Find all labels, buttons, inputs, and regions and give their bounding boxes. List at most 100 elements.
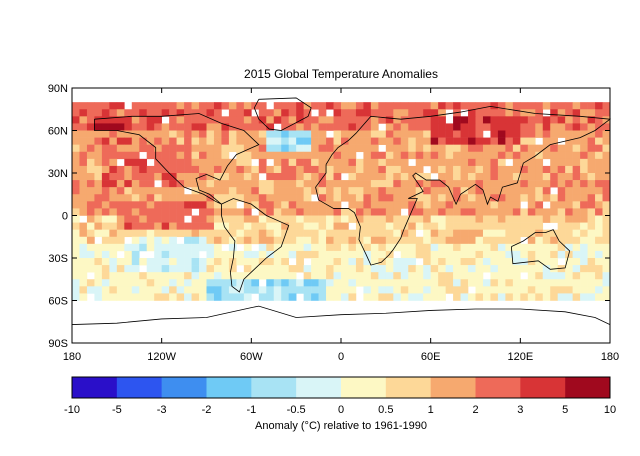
anomaly-cell bbox=[94, 130, 103, 138]
anomaly-cell bbox=[512, 229, 521, 238]
anomaly-cell bbox=[72, 201, 80, 209]
anomaly-cell bbox=[490, 116, 499, 124]
anomaly-cell bbox=[400, 130, 409, 138]
anomaly-cell bbox=[565, 229, 573, 238]
anomaly-cell bbox=[400, 201, 409, 209]
anomaly-cell bbox=[109, 272, 118, 280]
anomaly-cell bbox=[363, 229, 372, 238]
anomaly-cell bbox=[101, 208, 110, 216]
anomaly-cell bbox=[116, 272, 125, 280]
anomaly-cell bbox=[213, 243, 222, 252]
anomaly-cell bbox=[468, 293, 476, 301]
anomaly-cell bbox=[273, 215, 282, 223]
anomaly-cell bbox=[348, 250, 357, 259]
anomaly-cell bbox=[206, 258, 215, 266]
anomaly-cell bbox=[482, 144, 491, 153]
anomaly-cell bbox=[236, 187, 245, 195]
anomaly-cell bbox=[184, 180, 192, 188]
anomaly-cell bbox=[370, 286, 379, 294]
anomaly-cell bbox=[79, 123, 88, 131]
anomaly-cell bbox=[400, 144, 409, 153]
anomaly-cell bbox=[348, 173, 357, 181]
anomaly-cell bbox=[490, 265, 499, 273]
anomaly-cell bbox=[565, 272, 573, 280]
anomaly-cell bbox=[266, 137, 275, 145]
anomaly-cell bbox=[258, 151, 267, 160]
anomaly-cell bbox=[258, 265, 267, 273]
anomaly-cell bbox=[169, 293, 177, 301]
anomaly-cell bbox=[258, 109, 267, 117]
anomaly-cell bbox=[199, 208, 207, 216]
anomaly-cell bbox=[482, 116, 491, 124]
anomaly-cell bbox=[482, 201, 491, 209]
anomaly-cell bbox=[445, 180, 454, 188]
anomaly-cell bbox=[281, 243, 289, 252]
anomaly-cell bbox=[206, 144, 215, 153]
anomaly-cell bbox=[199, 222, 207, 230]
anomaly-cell bbox=[191, 151, 200, 160]
coastlines bbox=[71, 97, 612, 325]
anomaly-cell bbox=[333, 180, 342, 188]
anomaly-cell bbox=[430, 123, 439, 131]
anomaly-cell bbox=[355, 180, 364, 188]
anomaly-cell bbox=[258, 102, 267, 110]
anomaly-cell bbox=[341, 258, 349, 266]
anomaly-cell bbox=[505, 229, 514, 238]
anomaly-cell bbox=[587, 279, 596, 287]
anomaly-cell bbox=[438, 258, 446, 266]
anomaly-cell bbox=[161, 265, 170, 273]
anomaly-cell bbox=[236, 137, 245, 145]
anomaly-cell bbox=[572, 151, 581, 160]
anomaly-cell bbox=[378, 151, 387, 160]
anomaly-cell bbox=[131, 229, 140, 238]
anomaly-cell bbox=[535, 243, 544, 252]
anomaly-cell bbox=[475, 243, 484, 252]
anomaly-cell bbox=[595, 258, 603, 266]
anomaly-cell bbox=[445, 137, 454, 145]
anomaly-cell bbox=[251, 116, 260, 124]
anomaly-cell bbox=[512, 215, 521, 223]
anomaly-cell bbox=[169, 194, 177, 202]
anomaly-cell bbox=[602, 243, 611, 252]
anomaly-cell bbox=[505, 215, 514, 223]
anomaly-cell bbox=[602, 194, 611, 202]
anomaly-cell bbox=[520, 165, 529, 174]
anomaly-cell bbox=[572, 201, 581, 209]
anomaly-cell bbox=[453, 151, 461, 160]
anomaly-cell bbox=[542, 208, 551, 216]
anomaly-cell bbox=[191, 265, 200, 273]
anomaly-cell bbox=[363, 102, 372, 110]
anomaly-cell bbox=[415, 201, 424, 209]
anomaly-cell bbox=[542, 180, 551, 188]
anomaly-cell bbox=[333, 236, 342, 245]
anomaly-cell bbox=[520, 222, 529, 230]
anomaly-cell bbox=[490, 272, 499, 280]
anomaly-cell bbox=[79, 144, 88, 153]
anomaly-cell bbox=[438, 144, 446, 153]
anomaly-cell bbox=[348, 109, 357, 117]
anomaly-cell bbox=[393, 258, 402, 266]
anomaly-cell bbox=[460, 144, 469, 153]
anomaly-cell bbox=[415, 208, 424, 216]
anomaly-cell bbox=[453, 250, 461, 259]
anomaly-cell bbox=[587, 229, 596, 238]
anomaly-cell bbox=[370, 243, 379, 252]
anomaly-cell bbox=[602, 116, 611, 124]
anomaly-cell bbox=[512, 165, 521, 174]
anomaly-cell bbox=[482, 151, 491, 160]
anomaly-cell bbox=[109, 158, 118, 167]
anomaly-cell bbox=[228, 137, 237, 145]
colorbar-tick-label: 0 bbox=[338, 404, 344, 416]
antarctica-coast bbox=[71, 305, 611, 325]
anomaly-cell bbox=[251, 194, 260, 202]
anomaly-cell bbox=[535, 151, 544, 160]
anomaly-cell bbox=[453, 194, 461, 202]
anomaly-cell bbox=[468, 173, 476, 181]
anomaly-cell bbox=[378, 272, 387, 280]
anomaly-cell bbox=[505, 180, 514, 188]
anomaly-cell bbox=[482, 158, 491, 167]
anomaly-cell bbox=[251, 222, 260, 230]
anomaly-cell bbox=[116, 293, 125, 301]
anomaly-cell bbox=[595, 137, 603, 145]
anomaly-cell bbox=[101, 137, 110, 145]
